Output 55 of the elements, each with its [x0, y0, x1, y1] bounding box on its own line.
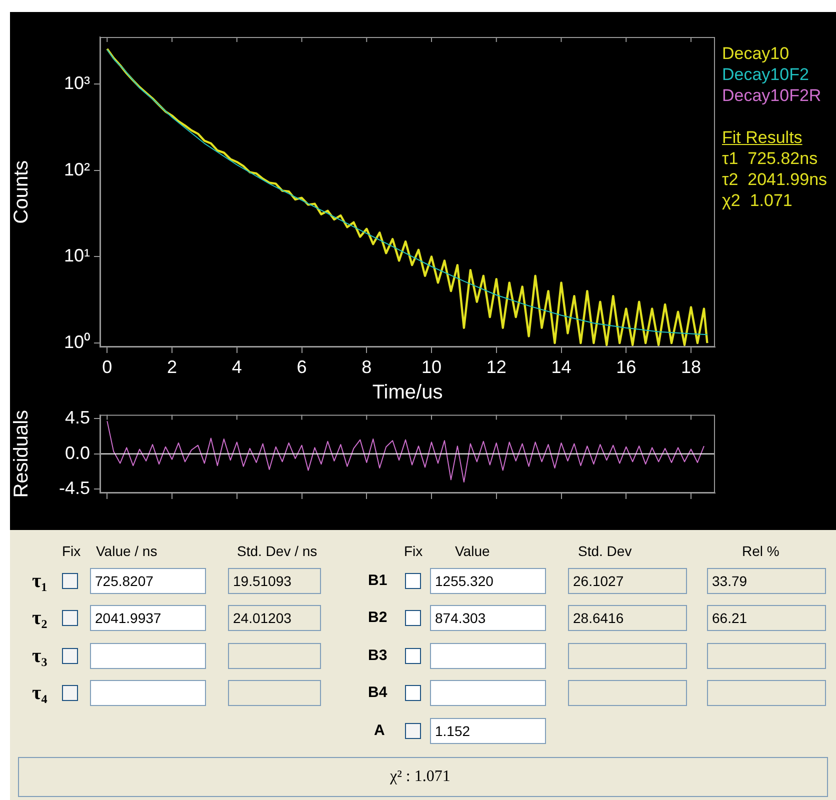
text: τ₃ [32, 645, 48, 667]
text: 24.01203 [233, 610, 292, 626]
x-tick-label: 12 [486, 356, 506, 377]
text: Value / ns [96, 543, 158, 559]
text: 19.51093 [233, 573, 292, 589]
text: Std. Dev / ns [237, 543, 318, 559]
x-tick-label: 18 [680, 356, 702, 377]
text: τ1 725.82ns [722, 149, 818, 169]
text: Fix [404, 543, 423, 559]
y-tick-label: 10¹ [64, 246, 90, 266]
text: Decay10F2R [722, 86, 822, 106]
text: τ₄ [32, 682, 48, 704]
text: B4 [368, 684, 388, 701]
y-tick-label: 10³ [64, 72, 90, 93]
text: Fit Results [722, 128, 802, 148]
text: Std. Dev [578, 543, 632, 559]
text: A [374, 722, 385, 739]
text: 1.152 [435, 723, 470, 739]
text: B1 [368, 572, 388, 589]
y-axis-title: Counts [10, 160, 33, 224]
text: Rel % [742, 543, 780, 559]
y-tick-label: 4.5 [64, 408, 90, 428]
x-tick-label: 14 [551, 356, 572, 377]
x-tick-label: 0 [102, 356, 112, 377]
text: χ2 1.071 [722, 191, 792, 211]
text: Decay10F2 [722, 65, 809, 85]
text: τ₂ [32, 607, 48, 629]
text: 1255.320 [435, 573, 494, 589]
text: Value [455, 543, 490, 559]
text: 33.79 [712, 573, 748, 589]
text: τ2 2041.99ns [722, 170, 828, 190]
text: 874.303 [435, 610, 486, 626]
y-axis-title: Residuals [10, 410, 33, 498]
text: τ₁ [32, 570, 48, 592]
y-tick-label: -4.5 [58, 478, 90, 498]
x-tick-label: 6 [296, 356, 307, 377]
text: 26.1027 [573, 573, 624, 589]
y-tick-label: 10⁰ [64, 332, 90, 352]
text: 66.21 [712, 610, 748, 626]
x-tick-label: 10 [421, 356, 442, 377]
y-tick-label: 0.0 [64, 442, 90, 463]
x-tick-label: 16 [616, 356, 636, 377]
x-axis-title: Time/us [372, 382, 443, 404]
text: B3 [368, 647, 388, 664]
text: Fix [62, 543, 81, 559]
y-tick-label: 10² [64, 159, 90, 180]
text: Decay10 [722, 44, 790, 64]
text: 28.6416 [573, 610, 624, 626]
text: 725.8207 [95, 573, 154, 589]
text: χ² : 1.071 [390, 768, 450, 785]
text: 2041.9937 [95, 610, 162, 626]
x-tick-label: 8 [362, 356, 372, 377]
x-tick-label: 4 [232, 356, 242, 377]
x-tick-label: 2 [167, 356, 178, 377]
text: B2 [368, 609, 388, 626]
